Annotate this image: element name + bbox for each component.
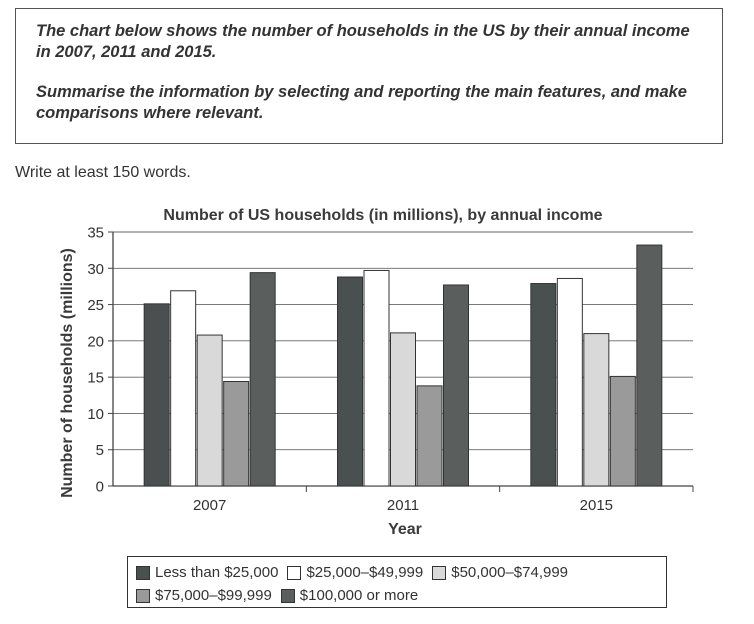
legend-item-less-than-25000: Less than $25,000 xyxy=(136,564,278,581)
bar xyxy=(196,334,223,487)
legend-swatch xyxy=(280,588,295,603)
legend-swatch xyxy=(432,565,447,580)
task-prompt-box: The chart below shows the number of hous… xyxy=(15,8,723,144)
legend-item-75000-99999: $75,000–$99,999 xyxy=(136,587,272,604)
bar-chart: Number of US households (in millions), b… xyxy=(59,207,694,538)
legend-label: Less than $25,000 xyxy=(155,564,279,581)
bar xyxy=(143,303,170,487)
x-axis-label: Year xyxy=(388,521,422,538)
legend-swatch xyxy=(287,565,302,580)
bar xyxy=(170,290,197,487)
bar xyxy=(363,269,390,487)
y-tick-label: 20 xyxy=(87,333,104,350)
bar xyxy=(223,380,250,487)
chart-legend: Less than $25,000 $25,000–$49,999 $50,00… xyxy=(127,556,667,608)
x-tick-label: 2007 xyxy=(193,497,226,514)
y-tick-label: 35 xyxy=(87,225,104,242)
bar xyxy=(636,244,663,487)
legend-item-25000-49999: $25,000–$49,999 xyxy=(287,564,423,581)
y-tick-label: 10 xyxy=(87,406,104,423)
word-count-instruction: Write at least 150 words. xyxy=(15,164,191,181)
bar xyxy=(556,277,583,487)
legend-item-100000-or-more: $100,000 or more xyxy=(280,587,419,604)
y-axis-label: Number of households (millions) xyxy=(59,248,76,498)
y-tick-label: 30 xyxy=(87,261,104,278)
bar xyxy=(390,332,416,487)
legend-swatch xyxy=(136,565,150,580)
bar xyxy=(337,276,363,487)
bar xyxy=(249,272,276,487)
bar xyxy=(609,375,636,487)
bar xyxy=(530,283,557,487)
chart-title: Number of US households (in millions), b… xyxy=(163,207,602,224)
legend-row-2: $75,000–$99,999 $100,000 or more xyxy=(136,584,666,607)
legend-row-1: Less than $25,000 $25,000–$49,999 $50,00… xyxy=(136,561,666,584)
legend-label: $25,000–$49,999 xyxy=(306,564,424,581)
y-tick-label: 15 xyxy=(87,370,104,387)
bar xyxy=(583,333,610,487)
y-tick-label: 25 xyxy=(87,297,104,314)
x-tick-label: 2015 xyxy=(580,497,613,514)
legend-label: $50,000–$74,999 xyxy=(451,564,569,581)
x-tick-label: 2011 xyxy=(387,497,419,514)
y-tick-label: 5 xyxy=(96,442,104,459)
legend-label: $100,000 or more xyxy=(299,587,419,604)
task-prompt-line-1: The chart below shows the number of hous… xyxy=(36,22,690,61)
y-tick-label: 0 xyxy=(96,479,104,496)
legend-item-50000-74999: $50,000–$74,999 xyxy=(432,564,568,581)
legend-swatch xyxy=(136,588,150,603)
bar xyxy=(443,284,469,487)
legend-label: $75,000–$99,999 xyxy=(155,587,272,604)
task-prompt-line-2: Summarise the information by selecting a… xyxy=(36,83,687,122)
bar xyxy=(416,385,443,487)
